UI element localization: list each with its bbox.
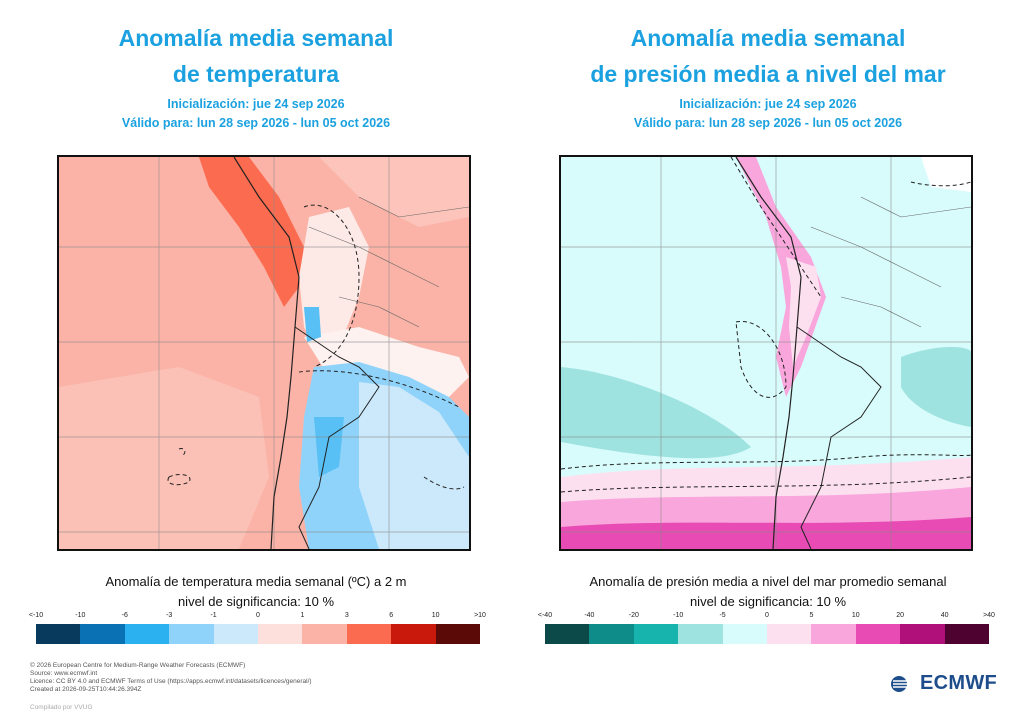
temperature-caption-text: Anomalía de temperatura media semanal (º… [105, 574, 407, 589]
temperature-colorbar-label: 0 [256, 612, 260, 619]
temperature-colorbar-swatch [302, 624, 347, 644]
pressure-subtitle: Inicialización: jue 24 sep 2026 Válido p… [512, 95, 1024, 133]
temperature-colorbar-label: 10 [431, 612, 440, 619]
temperature-title: Anomalía media semanal de temperatura [0, 20, 512, 92]
temperature-title-line1: Anomalía media semanal [118, 25, 394, 51]
pressure-colorbar-label: -20 [628, 612, 639, 619]
pressure-init-date: Inicialización: jue 24 sep 2026 [679, 97, 857, 111]
pressure-colorbar-label: 10 [851, 612, 860, 619]
pressure-title-line2: de presión media a nivel del mar [590, 61, 946, 87]
temperature-init-date: Inicialización: jue 24 sep 2026 [167, 97, 345, 111]
pressure-colorbar-swatch [633, 624, 679, 644]
footer-licence: Licence: CC BY 4.0 and ECMWF Terms of Us… [30, 678, 312, 685]
pressure-colorbar-label: -5 [719, 612, 726, 619]
ecmwf-logo: ECMWF [890, 672, 997, 695]
footer-compiled: Compilado por VVUG [30, 704, 93, 711]
pressure-colorbar-label: 20 [896, 612, 905, 619]
pressure-significance: nivel de significancia: 10 % [689, 594, 847, 609]
temperature-colorbar-swatch [169, 624, 214, 644]
ecmwf-logo-text: ECMWF [920, 672, 998, 694]
temperature-significance: nivel de significancia: 10 % [177, 594, 335, 609]
pressure-colorbar-label: >40 [983, 612, 995, 619]
footer-credits: © 2026 European Centre for Medium-Range … [30, 662, 312, 712]
pressure-caption: Anomalía de presión media a nivel del ma… [512, 572, 1024, 612]
temperature-colorbar-labels: <-10 -10 -6 -3 -1 0 1 3 6 10 >10 [29, 612, 486, 624]
pressure-colorbar-swatch [900, 624, 945, 644]
pressure-panel: Anomalía media semanal de presión media … [512, 0, 1024, 660]
ecmwf-logo-icon [891, 675, 914, 692]
temperature-colorbar-label: -10 [75, 612, 86, 619]
temperature-colorbar-label: 3 [344, 612, 349, 619]
temperature-colorbar-swatch [213, 624, 259, 644]
pressure-title-line1: Anomalía media semanal [630, 25, 906, 51]
temperature-colorbar-swatch [258, 624, 303, 644]
temperature-colorbar-swatch [124, 624, 170, 644]
temperature-subtitle: Inicialización: jue 24 sep 2026 Válido p… [0, 95, 512, 133]
pressure-valid-range: Válido para: lun 28 sep 2026 - lun 05 oc… [633, 116, 903, 130]
temperature-colorbar-label: 6 [389, 612, 394, 619]
pressure-colorbar-swatch [944, 624, 990, 644]
temperature-colorbar-label: -3 [166, 612, 173, 619]
temperature-colorbar-swatch [435, 624, 481, 644]
temperature-panel: Anomalía media semanal de temperatura In… [0, 0, 512, 660]
temperature-colorbar-label: 1 [300, 612, 305, 619]
pressure-caption-text: Anomalía de presión media a nivel del ma… [589, 574, 947, 589]
temperature-colorbar-swatch [346, 624, 392, 644]
temperature-colorbar-label: -6 [121, 612, 128, 619]
pressure-colorbar-swatch [811, 624, 856, 644]
footer-created: Created at 2026-09-25T10:44:26.394Z [30, 686, 142, 693]
temperature-colorbar [36, 624, 481, 644]
pressure-colorbar-label: -10 [673, 612, 684, 619]
footer-source: Source: www.ecmwf.int [30, 670, 98, 677]
temperature-colorbar-label: >10 [474, 612, 486, 619]
temperature-anomaly-map [57, 155, 471, 551]
footer-copyright: © 2026 European Centre for Medium-Range … [30, 662, 246, 669]
temperature-caption: Anomalía de temperatura media semanal (º… [0, 572, 512, 612]
pressure-colorbar-labels: <-40 -40 -20 -10 -5 0 5 10 20 40 >40 [538, 612, 995, 624]
pressure-anomaly-map [559, 155, 973, 551]
pressure-colorbar-swatch [678, 624, 723, 644]
pressure-colorbar [545, 624, 990, 644]
temperature-colorbar-label: -1 [210, 612, 217, 619]
pressure-colorbar-label: -40 [584, 612, 595, 619]
temperature-colorbar-label: <-10 [28, 612, 44, 619]
pressure-colorbar-swatch [855, 624, 901, 644]
temperature-colorbar-swatch [36, 624, 81, 644]
pressure-colorbar-label: 40 [940, 612, 949, 619]
temperature-valid-range: Válido para: lun 28 sep 2026 - lun 05 oc… [121, 116, 391, 130]
temperature-title-line2: de temperatura [172, 61, 340, 87]
pressure-colorbar-swatch [545, 624, 590, 644]
pressure-colorbar-label: 0 [765, 612, 769, 619]
pressure-colorbar-swatch [589, 624, 634, 644]
pressure-title: Anomalía media semanal de presión media … [512, 20, 1024, 92]
pressure-colorbar-swatch [767, 624, 812, 644]
pressure-colorbar-label: <-40 [537, 612, 553, 619]
temperature-colorbar-swatch [80, 624, 125, 644]
temperature-colorbar-swatch [391, 624, 436, 644]
pressure-colorbar-label: 5 [809, 612, 814, 619]
pressure-colorbar-swatch [722, 624, 768, 644]
